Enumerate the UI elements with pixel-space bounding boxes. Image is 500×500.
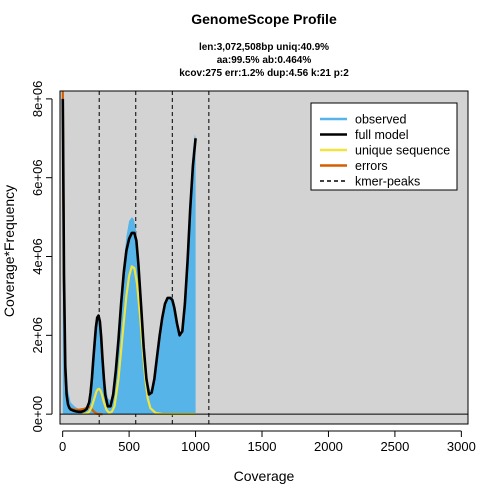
y-axis-label: Coverage*Frequency	[1, 185, 17, 317]
stats-line-3: kcov:275 err:1.2% dup:4.56 k:21 p:2	[179, 68, 349, 79]
chart-title: GenomeScope Profile	[191, 11, 337, 27]
x-tick-label: 1000	[181, 439, 210, 454]
observed-area	[62, 98, 196, 415]
unique-sequence-line	[82, 265, 196, 416]
x-tick-label: 3000	[447, 439, 476, 454]
x-tick-label: 1500	[248, 439, 277, 454]
legend-label: kmer-peaks	[355, 175, 420, 189]
x-tick-label: 2500	[380, 439, 409, 454]
y-tick-label: 2e+06	[30, 317, 45, 354]
x-tick-label: 500	[118, 439, 140, 454]
legend-label: errors	[355, 159, 388, 173]
x-tick-label: 0	[59, 439, 66, 454]
full-model-line	[61, 98, 197, 414]
legend-box	[310, 102, 458, 191]
stats-line-1: len:3,072,508bp uniq:40.9%	[199, 42, 329, 53]
legend-label: observed	[355, 113, 406, 127]
legend-label: unique sequence	[355, 144, 450, 158]
x-axis-label: Coverage	[234, 468, 295, 484]
y-tick-label: 8e+06	[30, 81, 45, 118]
y-tick-label: 6e+06	[30, 159, 45, 196]
y-tick-label: 0e+00	[30, 396, 45, 433]
series-layer	[61, 90, 197, 416]
y-axis: 0e+00 2e+06 4e+06 6e+06 8e+06	[30, 81, 53, 433]
legend-label: full model	[355, 128, 409, 142]
x-axis: 0 500 1000 1500 2000 2500 3000	[59, 430, 476, 454]
stats-line-2: aa:99.5% ab:0.464%	[217, 55, 312, 66]
x-tick-label: 2000	[314, 439, 343, 454]
y-tick-label: 4e+06	[30, 238, 45, 275]
plot-frame	[59, 90, 469, 425]
